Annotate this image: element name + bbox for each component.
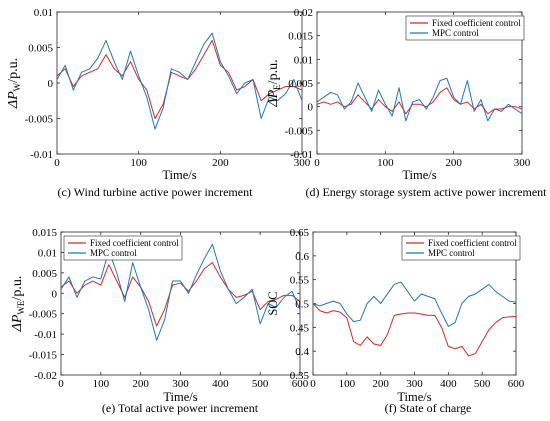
y-tick-label: 0 (48, 78, 54, 90)
legend-label: MPC control (432, 28, 479, 38)
y-tick-label: 0.4 (295, 346, 309, 358)
series-line-fixed-coefficient (56, 39, 303, 119)
x-tick-label: 200 (372, 378, 389, 390)
legend-label: Fixed coefficient control (428, 238, 517, 248)
x-tick-label: 100 (130, 157, 147, 169)
y-tick-label: 0.35 (290, 370, 310, 382)
legend-label: MPC control (428, 248, 475, 258)
y-tick-label: -0.015 (29, 350, 58, 362)
y-tick-label: 0.65 (290, 227, 310, 239)
x-axis-label: Time/s (163, 390, 197, 404)
y-tick-label: 0.01 (34, 7, 53, 19)
series-line-fixed-coefficient (316, 87, 523, 115)
x-axis-label: Time/s (402, 168, 436, 182)
y-axis-label: ΔPW/p.u. (6, 58, 22, 109)
legend-label: MPC control (90, 248, 137, 258)
y-tick-label: -0.01 (30, 149, 53, 161)
series-line-mpc (312, 281, 517, 327)
series-line-mpc (60, 243, 301, 341)
y-tick-label: -0.005 (285, 125, 314, 137)
y-tick-label: 0.02 (294, 7, 313, 19)
y-tick-label: 0 (52, 288, 58, 300)
x-tick-label: 200 (132, 378, 149, 390)
series-line-mpc (316, 77, 523, 122)
panel-caption: (f) State of charge (385, 401, 472, 415)
panel-caption: (e) Total active power increment (102, 401, 259, 415)
x-tick-label: 600 (508, 378, 525, 390)
x-tick-label: 100 (93, 378, 110, 390)
x-tick-label: 0 (54, 157, 60, 169)
y-tick-label: -0.01 (290, 149, 313, 161)
y-axis-label: ΔPE/p.u. (266, 59, 282, 107)
y-tick-label: 0.55 (290, 275, 310, 287)
chart-panel-f: 0 100 200 300 400 500 6000.350.40.450.50.550.6… (266, 227, 525, 415)
x-tick-label: 0 (310, 378, 316, 390)
y-axis-label: ΔPWE/p.u. (10, 276, 26, 333)
x-tick-label: 200 (212, 157, 229, 169)
x-tick-label: 300 (172, 378, 189, 390)
chart-panel-e: 0 100 200 300 400 500 600 -0.02 -0.015 -0.01 -0.00… (10, 227, 309, 415)
series-line-mpc (56, 32, 303, 130)
y-tick-label: 0.5 (295, 299, 309, 311)
series-line-fixed-coefficient (312, 303, 517, 357)
y-tick-label: -0.01 (34, 329, 57, 341)
plot-area (56, 11, 303, 155)
chart-panel-d: 0 100 200 300-0.01-0.00500.0050.010.0150.02… (266, 7, 547, 199)
x-axis-label: Time/s (397, 390, 431, 404)
x-tick-label: 600 (292, 378, 309, 390)
x-tick-label: 300 (294, 157, 311, 169)
y-tick-label: 0.45 (290, 322, 310, 334)
y-tick-label: 0.005 (32, 268, 57, 280)
legend-label: Fixed coefficient control (90, 238, 179, 248)
legend-box (405, 15, 525, 41)
y-axis-label: SOC (266, 291, 280, 315)
x-tick-label: 0 (314, 157, 320, 169)
y-tick-label: -0.005 (29, 309, 58, 321)
x-tick-label: 100 (339, 378, 356, 390)
panel-caption: (d) Energy storage system active power i… (305, 185, 547, 199)
y-tick-label: 0.01 (294, 54, 313, 66)
panel-caption: (c) Wind turbine active power increment (58, 185, 254, 199)
y-tick-label: 0.015 (288, 31, 313, 43)
y-tick-label: -0.02 (34, 370, 57, 382)
y-tick-label: 0.005 (28, 43, 53, 55)
legend-label: Fixed coefficient control (432, 18, 521, 28)
y-tick-label: 0.01 (38, 247, 57, 259)
y-tick-label: 0.015 (32, 227, 57, 239)
y-tick-label: 0.005 (288, 78, 313, 90)
legend-box (401, 235, 521, 261)
x-tick-label: 400 (440, 378, 457, 390)
legend-box (63, 235, 183, 261)
y-tick-label: 0.6 (295, 251, 309, 263)
y-tick-label: -0.005 (25, 114, 54, 126)
x-tick-label: 500 (252, 378, 269, 390)
x-tick-label: 500 (474, 378, 491, 390)
x-tick-label: 200 (445, 157, 462, 169)
x-tick-label: 400 (212, 378, 229, 390)
y-tick-label: 0 (308, 102, 314, 114)
x-tick-label: 100 (377, 157, 394, 169)
series-line-fixed-coefficient (60, 262, 301, 327)
x-axis-label: Time/s (162, 168, 196, 182)
x-tick-label: 0 (58, 378, 64, 390)
x-tick-label: 300 (406, 378, 423, 390)
x-tick-label: 300 (514, 157, 531, 169)
